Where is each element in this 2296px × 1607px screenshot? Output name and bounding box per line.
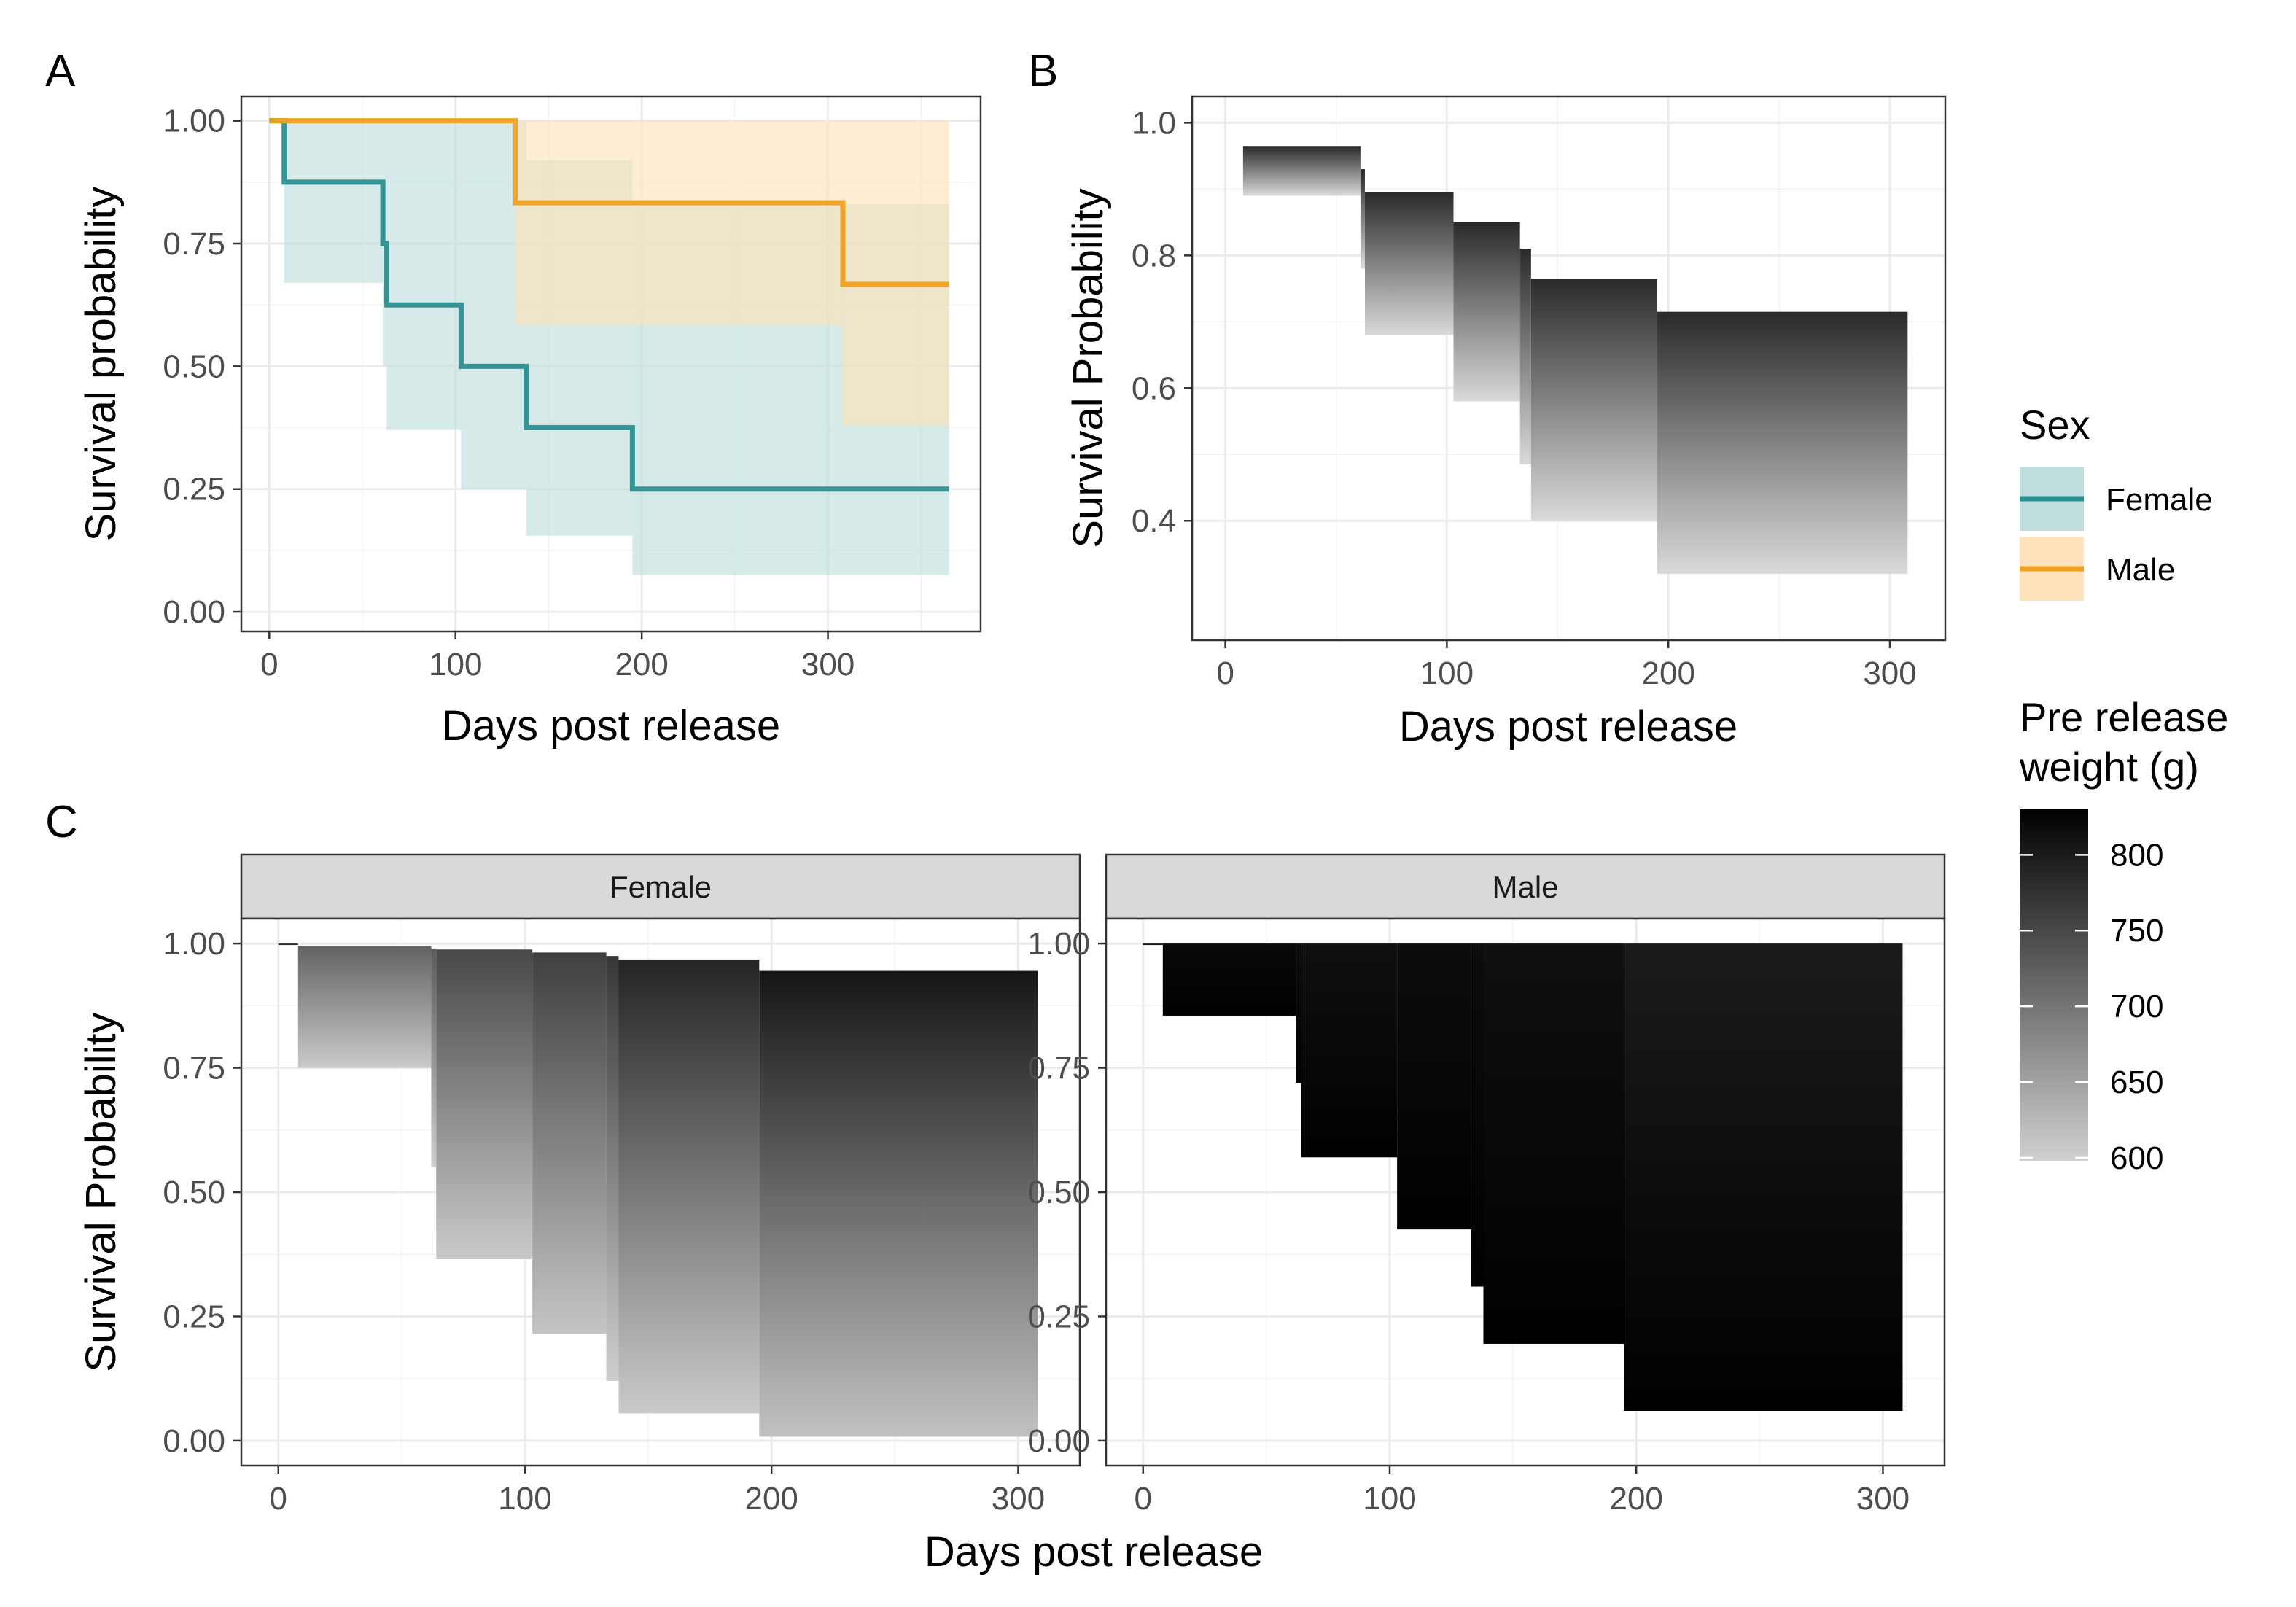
facet-strip-male: Male xyxy=(1492,870,1558,904)
survival-curves xyxy=(269,118,949,492)
colorbar-label: 700 xyxy=(2110,989,2163,1024)
panel-c-x-axis-title: Days post release xyxy=(925,1528,1263,1576)
female-survival-blocks xyxy=(278,943,1038,1437)
facet-male-x-tick-label: 100 xyxy=(1363,1481,1416,1517)
panel-b-x-axis-title: Days post release xyxy=(1399,703,1737,750)
male-confidence-band xyxy=(515,120,843,325)
facet-male-y-tick-label: 1.00 xyxy=(1027,926,1090,962)
panel-a-y-tick-label: 1.00 xyxy=(163,104,225,139)
panel-b-y-tick-label: 0.8 xyxy=(1132,238,1176,273)
female-survival-block xyxy=(618,959,760,1414)
legend-pre-release-weight: Pre release weight (g) 600 650 700 750 800 xyxy=(2019,694,2228,1176)
survival-block xyxy=(1530,279,1658,521)
facet-male-y-tick-label: 0.25 xyxy=(1027,1299,1090,1334)
facet-female-y-tick-label: 0.75 xyxy=(163,1051,225,1086)
male-survival-block xyxy=(1162,943,1296,1016)
facet-female-x-tick-label: 300 xyxy=(992,1481,1045,1517)
confidence-bands xyxy=(284,120,949,575)
male-survival-block xyxy=(1471,943,1484,1287)
panel-a-y-tick-label: 0.75 xyxy=(163,226,225,262)
survival-block xyxy=(1360,169,1365,269)
female-survival-block xyxy=(436,949,533,1260)
panel-b-y-axis-title: Survival Probability xyxy=(1065,188,1112,548)
female-confidence-band xyxy=(386,120,462,430)
panel-b-x-tick-label: 200 xyxy=(1642,655,1695,691)
colorbar-label: 650 xyxy=(2110,1065,2163,1100)
survival-block xyxy=(1657,311,1908,575)
male-survival-blocks xyxy=(1143,943,1903,1411)
legend-weight-title-line2: weight (g) xyxy=(2019,744,2199,790)
panel-a-x-tick-label: 0 xyxy=(260,647,278,682)
panel-b-y-tick-label: 0.4 xyxy=(1132,503,1176,539)
legend-female-label: Female xyxy=(2106,482,2213,518)
panel-a-kaplan-meier: 0 100 200 300 0.00 0.25 0.50 0.75 1.00 Days post… xyxy=(77,95,982,750)
facet-female-x-tick-label: 0 xyxy=(269,1481,287,1517)
facet-male-x-tick-label: 300 xyxy=(1856,1481,1910,1517)
legend-sex-title: Sex xyxy=(2020,402,2090,448)
female-confidence-band xyxy=(284,120,384,283)
facet-male-x-tick-label: 200 xyxy=(1609,1481,1662,1517)
female-survival-block xyxy=(759,970,1038,1437)
female-survival-curve xyxy=(269,118,949,492)
colorbar-label: 800 xyxy=(2110,837,2163,873)
panel-a-x-tick-label: 100 xyxy=(429,647,482,682)
panel-b-x-tick-label: 100 xyxy=(1420,655,1474,691)
survival-block xyxy=(1453,222,1520,402)
panel-letter-b: B xyxy=(1028,46,1058,96)
male-confidence-band xyxy=(842,120,949,426)
facet-male-x-tick-label: 0 xyxy=(1134,1481,1151,1517)
male-survival-block xyxy=(1397,943,1471,1230)
male-survival-block xyxy=(1301,943,1398,1158)
panel-b-y-tick-label: 0.6 xyxy=(1132,370,1176,406)
survival-block xyxy=(1242,146,1361,196)
weight-colorbar xyxy=(2020,809,2088,1161)
legend-male-label: Male xyxy=(2106,552,2175,588)
female-survival-block xyxy=(431,948,437,1167)
facet-male-y-tick-label: 0.00 xyxy=(1027,1423,1090,1459)
female-survival-block xyxy=(297,946,432,1068)
panel-a-x-tick-label: 200 xyxy=(615,647,668,682)
panel-a-x-axis-title: Days post release xyxy=(442,702,780,750)
panel-letter-a: A xyxy=(45,46,76,96)
facet-female-y-tick-label: 0.50 xyxy=(163,1175,225,1210)
panel-b-x-tick-label: 300 xyxy=(1863,655,1916,691)
male-survival-block xyxy=(1296,943,1301,1083)
male-survival-block xyxy=(1624,943,1903,1411)
survival-block xyxy=(1364,192,1454,335)
panel-a-y-tick-label: 0.50 xyxy=(163,349,225,384)
legend-sex: Sex Female Male xyxy=(2020,402,2213,601)
panel-b-weight-survival: 0 100 200 300 0.4 0.6 0.8 1.0 Days post release… xyxy=(1065,95,1947,750)
colorbar-label: 750 xyxy=(2110,913,2163,949)
panel-letter-c: C xyxy=(45,797,78,847)
male-survival-block xyxy=(1143,943,1163,946)
female-survival-block xyxy=(532,952,607,1334)
survival-blocks xyxy=(1242,146,1908,575)
facet-strip-female: Female xyxy=(610,870,712,904)
legend-weight-title-line1: Pre release xyxy=(2020,694,2228,740)
female-survival-block xyxy=(278,943,298,946)
panel-b-y-tick-label: 1.0 xyxy=(1132,105,1176,141)
panel-b-x-tick-label: 0 xyxy=(1216,655,1234,691)
panel-c-y-axis-title: Survival Probability xyxy=(77,1012,125,1371)
facet-male-y-tick-label: 0.75 xyxy=(1027,1051,1090,1086)
facet-female: Female 0 100 200 300 0.00 0.25 0.50 0.75 1.00 xyxy=(163,853,1081,1517)
facet-male-y-tick-label: 0.50 xyxy=(1027,1175,1090,1210)
survival-block xyxy=(1519,249,1531,464)
panel-c-faceted-survival: Female 0 100 200 300 0.00 0.25 0.50 0.75 1.00 Ma… xyxy=(77,853,1946,1576)
panel-a-y-tick-label: 0.25 xyxy=(163,472,225,507)
facet-male: Male 0 100 200 300 0.00 0.25 0.50 0.75 1.00 xyxy=(1027,853,1946,1517)
panel-a-x-tick-label: 300 xyxy=(801,647,855,682)
facet-female-y-tick-label: 0.25 xyxy=(163,1299,225,1334)
facet-female-y-tick-label: 1.00 xyxy=(163,926,225,962)
colorbar-label: 600 xyxy=(2110,1140,2163,1176)
male-survival-curve xyxy=(269,118,949,287)
panel-a-y-tick-label: 0.00 xyxy=(163,594,225,630)
female-survival-block xyxy=(606,956,619,1382)
facet-female-y-tick-label: 0.00 xyxy=(163,1423,225,1459)
male-survival-block xyxy=(1483,943,1624,1344)
panel-a-y-axis-title: Survival probability xyxy=(77,187,125,542)
facet-female-x-tick-label: 200 xyxy=(744,1481,798,1517)
facet-female-x-tick-label: 100 xyxy=(498,1481,551,1517)
